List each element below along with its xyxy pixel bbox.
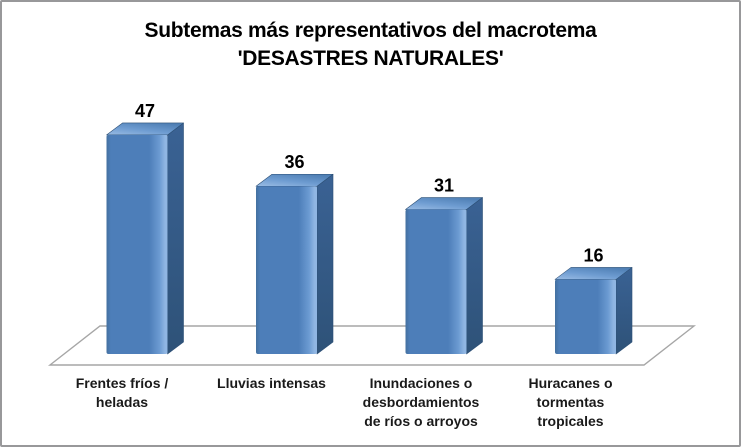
bar-0: 47 xyxy=(106,101,184,355)
category-label-2: Inundaciones o desbordamientos de ríos o a… xyxy=(333,374,509,431)
bar-value-label: 47 xyxy=(135,101,155,121)
category-label-3: Huracanes o tormentas tropicales xyxy=(483,374,659,431)
bar-front-face xyxy=(555,279,616,354)
chart-title-line-1: Subtemas más representativos del macrote… xyxy=(144,19,597,42)
category-label-line: heladas xyxy=(95,394,149,410)
category-label-line: desbordamientos xyxy=(362,394,480,410)
category-label-line: Huracanes o xyxy=(528,375,613,391)
bar-front-face xyxy=(405,209,467,354)
bar-value-label: 16 xyxy=(583,245,603,265)
category-label-line: tropicales xyxy=(537,413,604,429)
bar-3: 16 xyxy=(554,245,633,355)
bar-1: 36 xyxy=(255,152,334,355)
bar-side-face xyxy=(466,197,483,355)
category-label-line: Inundaciones o xyxy=(369,375,473,391)
bar-side-face xyxy=(316,173,334,355)
chart-title: Subtemas más representativos del macrote… xyxy=(2,17,739,73)
category-label-line: tormentas xyxy=(536,394,605,410)
bar-front-face xyxy=(106,134,168,354)
bar-side-face xyxy=(615,267,633,355)
chart-floor xyxy=(47,325,697,366)
bar-front-face xyxy=(256,186,317,354)
category-label-0: Frentes fríos / heladas xyxy=(34,374,210,412)
category-label-line: Lluvias intensas xyxy=(217,375,326,391)
category-label-line: Frentes fríos / xyxy=(75,375,169,391)
bar-side-face xyxy=(167,122,184,355)
bar-2: 31 xyxy=(405,176,483,355)
chart-title-line-2: 'DESASTRES NATURALES' xyxy=(237,47,504,70)
bar-value-label: 36 xyxy=(284,152,304,172)
category-label-1: Lluvias intensas xyxy=(184,374,360,393)
category-label-line: de ríos o arroyos xyxy=(364,413,478,429)
bar-value-label: 31 xyxy=(434,176,454,196)
